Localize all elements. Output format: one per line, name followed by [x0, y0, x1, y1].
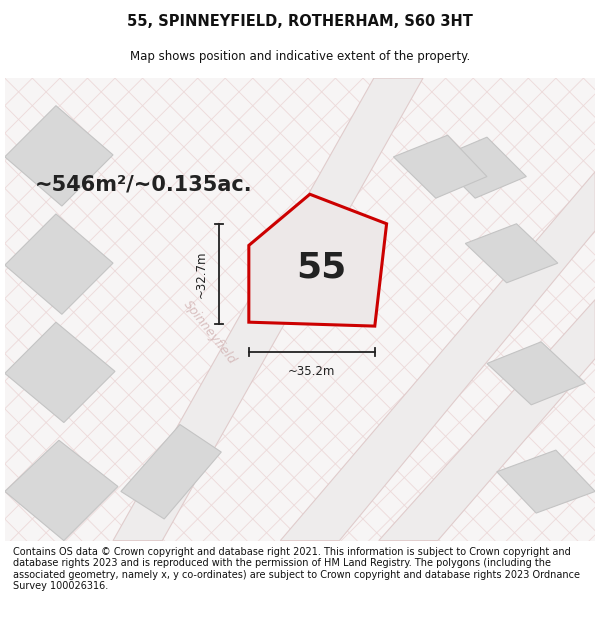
Polygon shape: [487, 342, 586, 405]
Polygon shape: [121, 424, 221, 519]
Text: Spinneyfield: Spinneyfield: [181, 298, 238, 366]
Polygon shape: [466, 224, 558, 282]
Polygon shape: [249, 194, 386, 326]
Polygon shape: [5, 214, 113, 314]
Text: ~35.2m: ~35.2m: [288, 365, 335, 378]
Text: Map shows position and indicative extent of the property.: Map shows position and indicative extent…: [130, 50, 470, 62]
Polygon shape: [5, 322, 115, 422]
Text: 55: 55: [296, 250, 347, 284]
Polygon shape: [436, 137, 526, 198]
Text: ~32.7m: ~32.7m: [195, 250, 208, 298]
Polygon shape: [497, 450, 595, 513]
Text: 55, SPINNEYFIELD, ROTHERHAM, S60 3HT: 55, SPINNEYFIELD, ROTHERHAM, S60 3HT: [127, 14, 473, 29]
Polygon shape: [113, 78, 423, 541]
Polygon shape: [5, 440, 118, 541]
Polygon shape: [394, 135, 487, 198]
Polygon shape: [379, 299, 595, 541]
Polygon shape: [5, 106, 113, 206]
Text: ~546m²/~0.135ac.: ~546m²/~0.135ac.: [34, 174, 252, 194]
Text: Contains OS data © Crown copyright and database right 2021. This information is : Contains OS data © Crown copyright and d…: [13, 546, 580, 591]
Polygon shape: [280, 172, 595, 541]
